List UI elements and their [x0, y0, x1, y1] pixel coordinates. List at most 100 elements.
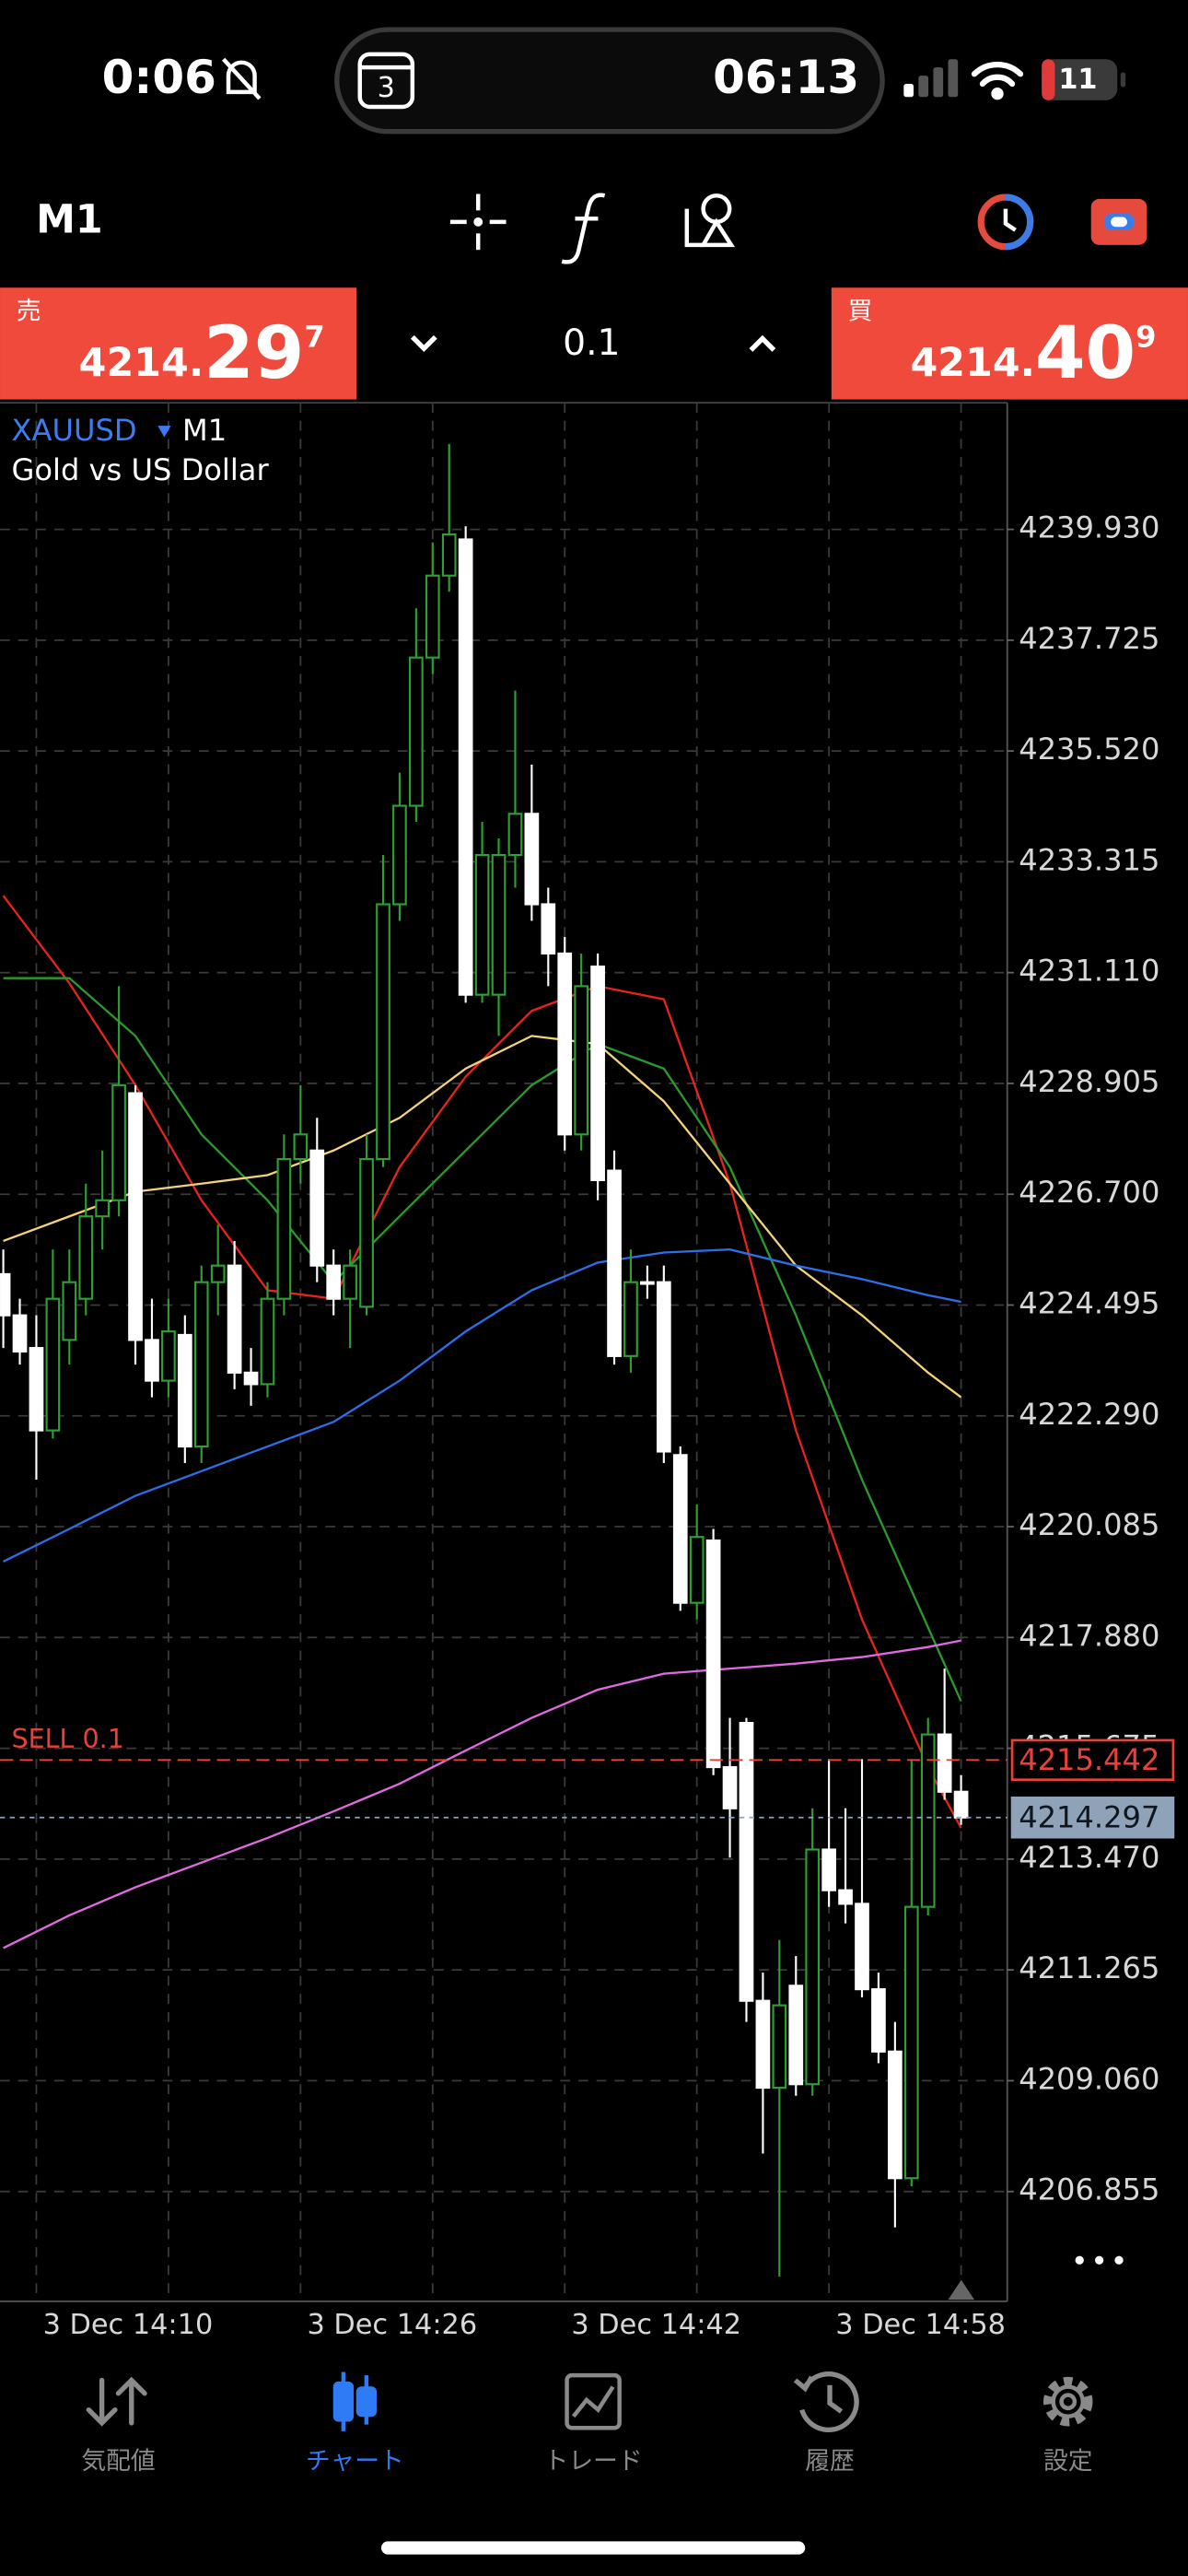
- sell-price-main: 4214.: [79, 340, 204, 386]
- candle-body: [0, 1272, 11, 1317]
- candle-body: [772, 2004, 787, 2090]
- lot-size[interactable]: 0.1: [563, 322, 620, 364]
- indicator-line: [3, 1035, 962, 1399]
- y-tick-label: 4231.110: [1019, 954, 1159, 989]
- calendar-day: 3: [378, 72, 395, 104]
- chart-header: XAUUSD M1: [12, 413, 227, 448]
- price-tag: [1010, 1797, 1175, 1839]
- battery-level: 11: [1058, 64, 1097, 96]
- more-button[interactable]: [1075, 2255, 1124, 2265]
- candle-body: [145, 1339, 159, 1382]
- tab-label: 設定: [1043, 2447, 1093, 2476]
- candle-body: [309, 1149, 325, 1267]
- y-tick-label: 4226.700: [1019, 1175, 1159, 1210]
- price-tag: [1010, 1739, 1175, 1782]
- candle-body: [161, 1330, 176, 1382]
- clock: 0:06: [102, 51, 216, 104]
- candle-body: [458, 538, 473, 996]
- trade-history-button[interactable]: [977, 193, 1034, 251]
- timeframe-button[interactable]: M1: [36, 196, 102, 242]
- candle-body: [672, 1454, 688, 1604]
- crosshair-button[interactable]: [449, 193, 507, 251]
- symbol-dropdown[interactable]: [157, 426, 171, 438]
- chart-tab[interactable]: チャート: [306, 2371, 404, 2476]
- indicator-line: [3, 1248, 961, 1563]
- y-tick-label: 4220.085: [1019, 1507, 1159, 1542]
- y-tick-label: 4235.520: [1019, 732, 1159, 767]
- tab-label: チャート: [306, 2447, 404, 2476]
- candle-body: [227, 1264, 242, 1374]
- wifi-icon: [971, 61, 1024, 100]
- signal-icon: [903, 59, 959, 98]
- candle-body: [574, 985, 589, 1136]
- candle-body: [838, 1889, 853, 1905]
- candle-body: [95, 1199, 111, 1218]
- candle-body: [441, 533, 457, 577]
- sell-price: 4214.297: [79, 310, 325, 395]
- lot-decrease[interactable]: [410, 334, 437, 353]
- home-indicator: [380, 2541, 806, 2555]
- candle-body: [474, 853, 490, 996]
- candle-body: [788, 1985, 804, 2086]
- candle-body: [855, 1903, 869, 1991]
- candle-body: [193, 1281, 209, 1448]
- x-tick-label: 3 Dec 14:42: [571, 2309, 741, 2341]
- candle-body: [920, 1733, 936, 1908]
- y-tick-label: 4209.060: [1019, 2061, 1159, 2096]
- plot-area: [0, 443, 1007, 2277]
- y-tick-label: 4211.265: [1019, 1950, 1159, 1985]
- calendar-icon: 3: [357, 52, 415, 110]
- buy-price-pip: 9: [1136, 320, 1156, 355]
- buy-price-main: 4214.: [910, 340, 1034, 386]
- chart-timeframe: M1: [182, 413, 227, 448]
- y-tick-label: 4228.905: [1019, 1064, 1159, 1099]
- candle-body: [177, 1333, 192, 1448]
- dynamic-island: [334, 27, 885, 135]
- status-bar: 0:06 3 06:13 11: [102, 27, 1126, 135]
- candle-body: [128, 1092, 143, 1341]
- candle-body: [376, 903, 390, 1161]
- candle-body: [640, 1281, 655, 1285]
- indicators-button[interactable]: [561, 193, 606, 264]
- candle-body: [210, 1264, 226, 1283]
- trade-panel: 売 4214.297 0.1 買 4214.409: [0, 287, 1188, 400]
- y-tick-label: 4239.930: [1019, 510, 1159, 545]
- chart: 4239.930 4237.725 4235.520 4233.315 4231.110…: [0, 402, 1175, 2341]
- candle-body: [953, 1790, 969, 1819]
- x-tick-label: 3 Dec 14:58: [835, 2309, 1006, 2341]
- candle-body: [590, 966, 605, 1182]
- objects-button[interactable]: [684, 193, 736, 248]
- toolbar: M1: [36, 193, 1147, 264]
- quotes-tab[interactable]: 気配値: [81, 2376, 156, 2476]
- candle-body: [871, 1988, 886, 2053]
- candle-body: [293, 1133, 309, 1161]
- battery-icon: 11: [1042, 59, 1126, 100]
- lot-increase[interactable]: [749, 334, 776, 352]
- buy-button[interactable]: [831, 287, 1188, 400]
- history-tab[interactable]: 履歴: [793, 2371, 859, 2476]
- candle-body: [739, 1721, 754, 2002]
- y-tick-label: 4237.725: [1019, 621, 1159, 656]
- trade-tab[interactable]: トレード: [544, 2372, 643, 2476]
- symbol[interactable]: XAUUSD: [12, 413, 137, 448]
- candle-body: [359, 1157, 374, 1308]
- sell-label: 売: [17, 297, 41, 325]
- candle-body: [821, 1848, 836, 1891]
- tab-label: トレード: [544, 2447, 643, 2476]
- candle-body: [607, 1169, 622, 1357]
- buy-price-big: 40: [1035, 310, 1136, 395]
- one-click-button[interactable]: [1090, 198, 1147, 245]
- sell-price-big: 29: [204, 310, 304, 395]
- tab-bar: 気配値 チャート トレード 履歴 設定: [81, 2371, 1093, 2476]
- candle-body: [243, 1371, 259, 1386]
- candle-body: [45, 1297, 61, 1432]
- price-tag-label: 4214.297: [1019, 1800, 1159, 1835]
- candle-body: [111, 1083, 126, 1201]
- candle-body: [62, 1281, 77, 1341]
- sell-button[interactable]: [0, 287, 357, 400]
- tab-label: 履歴: [805, 2447, 855, 2476]
- candle-body: [326, 1264, 342, 1300]
- settings-tab[interactable]: 設定: [1042, 2376, 1093, 2476]
